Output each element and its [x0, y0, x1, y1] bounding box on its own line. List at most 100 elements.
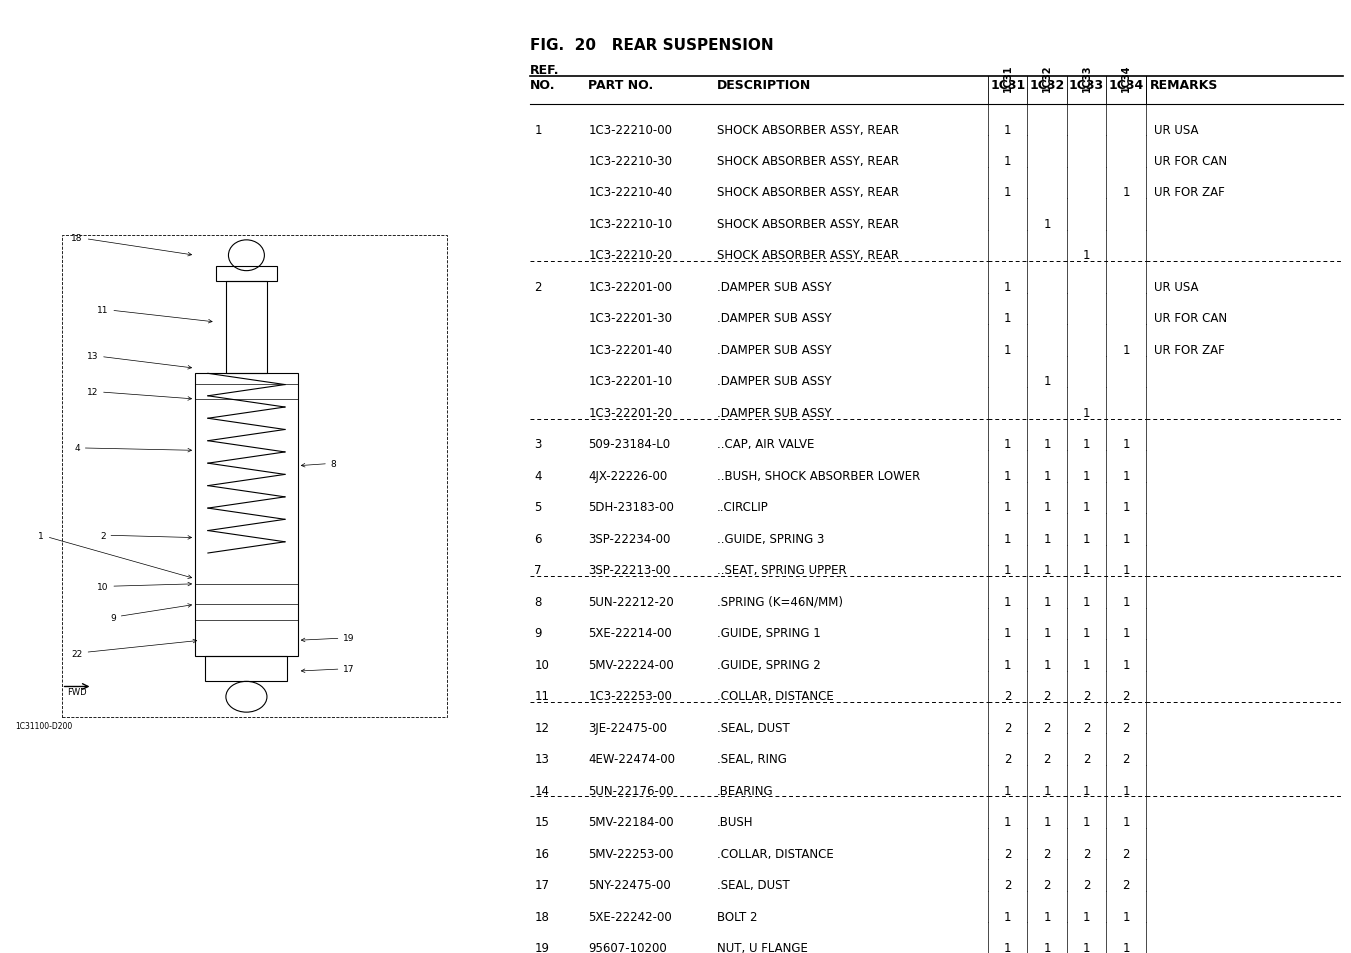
- Text: 5DH-23183-00: 5DH-23183-00: [589, 500, 674, 514]
- Text: 5NY-22475-00: 5NY-22475-00: [589, 878, 671, 891]
- Text: 1: 1: [1004, 154, 1012, 168]
- Text: 5UN-22176-00: 5UN-22176-00: [589, 783, 674, 797]
- Text: UR FOR ZAF: UR FOR ZAF: [1154, 343, 1225, 356]
- Text: 1C34: 1C34: [1108, 79, 1143, 92]
- Text: UR FOR CAN: UR FOR CAN: [1154, 154, 1227, 168]
- Text: 1: 1: [1123, 532, 1129, 545]
- Text: 1C3-22210-00: 1C3-22210-00: [589, 123, 673, 136]
- Text: UR USA: UR USA: [1154, 280, 1198, 294]
- Text: 2: 2: [1082, 752, 1090, 765]
- Text: 2: 2: [1123, 720, 1129, 734]
- Text: 4JX-22226-00: 4JX-22226-00: [589, 469, 667, 482]
- Text: 1: 1: [1082, 783, 1090, 797]
- Text: 9: 9: [109, 604, 192, 622]
- Bar: [195, 374, 297, 656]
- Text: 2: 2: [535, 280, 542, 294]
- Text: 2: 2: [1123, 878, 1129, 891]
- Text: 17: 17: [301, 664, 355, 674]
- Text: 1: 1: [1004, 658, 1012, 671]
- Text: 19: 19: [535, 941, 550, 953]
- Text: 1: 1: [1004, 186, 1012, 199]
- Text: 1: 1: [1043, 375, 1051, 388]
- Text: .COLLAR, DISTANCE: .COLLAR, DISTANCE: [716, 846, 834, 860]
- Text: 1: 1: [1043, 595, 1051, 608]
- Text: 2: 2: [100, 531, 192, 540]
- Text: 1: 1: [1004, 437, 1012, 451]
- Text: 2: 2: [1043, 689, 1051, 702]
- Text: 1C31: 1C31: [990, 79, 1025, 92]
- Text: 1: 1: [1004, 626, 1012, 639]
- Text: 1: 1: [1004, 500, 1012, 514]
- Text: ..BUSH, SHOCK ABSORBER LOWER: ..BUSH, SHOCK ABSORBER LOWER: [716, 469, 920, 482]
- Text: 6: 6: [535, 532, 542, 545]
- Text: 1C3-22253-00: 1C3-22253-00: [589, 689, 673, 702]
- Text: 5XE-22214-00: 5XE-22214-00: [589, 626, 673, 639]
- Text: SHOCK ABSORBER ASSY, REAR: SHOCK ABSORBER ASSY, REAR: [716, 249, 898, 262]
- Text: 95607-10200: 95607-10200: [589, 941, 667, 953]
- Text: 1: 1: [1082, 909, 1090, 923]
- Text: 1: 1: [1004, 783, 1012, 797]
- Text: .GUIDE, SPRING 2: .GUIDE, SPRING 2: [716, 658, 820, 671]
- Text: 19: 19: [301, 634, 355, 642]
- Text: 5XE-22242-00: 5XE-22242-00: [589, 909, 673, 923]
- Text: 12: 12: [86, 388, 192, 401]
- Text: 2: 2: [1004, 720, 1012, 734]
- Text: 1C3-22201-20: 1C3-22201-20: [589, 406, 673, 419]
- Text: 1: 1: [1082, 941, 1090, 953]
- Text: 1: 1: [1004, 312, 1012, 325]
- Text: 16: 16: [535, 846, 550, 860]
- Text: 10: 10: [535, 658, 550, 671]
- Text: 1C31100-D200: 1C31100-D200: [15, 720, 73, 730]
- Text: ..GUIDE, SPRING 3: ..GUIDE, SPRING 3: [716, 532, 824, 545]
- Bar: [205, 656, 288, 681]
- Text: 3: 3: [535, 437, 542, 451]
- Text: 1: 1: [1082, 815, 1090, 828]
- Text: 1C3-22210-20: 1C3-22210-20: [589, 249, 673, 262]
- Text: 1: 1: [1082, 406, 1090, 419]
- Text: 1: 1: [1043, 941, 1051, 953]
- Text: .SEAL, DUST: .SEAL, DUST: [716, 720, 789, 734]
- Text: 22: 22: [72, 639, 197, 658]
- Text: .DAMPER SUB ASSY: .DAMPER SUB ASSY: [716, 375, 831, 388]
- Text: 2: 2: [1082, 720, 1090, 734]
- Text: 1C31: 1C31: [1002, 65, 1013, 92]
- Text: 2: 2: [1043, 846, 1051, 860]
- Text: SHOCK ABSORBER ASSY, REAR: SHOCK ABSORBER ASSY, REAR: [716, 154, 898, 168]
- Text: 11: 11: [97, 305, 212, 324]
- Text: 1C33: 1C33: [1082, 65, 1092, 92]
- Text: 11: 11: [535, 689, 550, 702]
- Text: 1: 1: [1082, 532, 1090, 545]
- Text: 18: 18: [535, 909, 550, 923]
- Text: .DAMPER SUB ASSY: .DAMPER SUB ASSY: [716, 343, 831, 356]
- Text: 1: 1: [1123, 437, 1129, 451]
- Text: 1: 1: [1004, 343, 1012, 356]
- Text: 1: 1: [1004, 469, 1012, 482]
- Text: 2: 2: [1043, 752, 1051, 765]
- Text: FIG.  20   REAR SUSPENSION: FIG. 20 REAR SUSPENSION: [530, 38, 774, 53]
- Text: 4: 4: [74, 444, 192, 453]
- Text: ..CAP, AIR VALVE: ..CAP, AIR VALVE: [716, 437, 813, 451]
- Text: 1: 1: [1123, 783, 1129, 797]
- Text: UR USA: UR USA: [1154, 123, 1198, 136]
- Text: .SPRING (K=46N/MM): .SPRING (K=46N/MM): [716, 595, 843, 608]
- Text: 1: 1: [1123, 909, 1129, 923]
- Text: 1C3-22210-10: 1C3-22210-10: [589, 217, 673, 231]
- Text: .SEAL, RING: .SEAL, RING: [716, 752, 786, 765]
- Text: 17: 17: [535, 878, 550, 891]
- Text: 1: 1: [1004, 815, 1012, 828]
- Text: 1C32: 1C32: [1029, 79, 1065, 92]
- Text: 1: 1: [1123, 626, 1129, 639]
- Text: NUT, U FLANGE: NUT, U FLANGE: [716, 941, 808, 953]
- Text: .BEARING: .BEARING: [716, 783, 773, 797]
- Text: 14: 14: [535, 783, 550, 797]
- Text: 1: 1: [1082, 658, 1090, 671]
- Text: 8: 8: [535, 595, 542, 608]
- Bar: [226, 282, 267, 374]
- Text: 1C3-22201-10: 1C3-22201-10: [589, 375, 673, 388]
- Text: .DAMPER SUB ASSY: .DAMPER SUB ASSY: [716, 406, 831, 419]
- Text: .COLLAR, DISTANCE: .COLLAR, DISTANCE: [716, 689, 834, 702]
- Text: 1: 1: [1082, 469, 1090, 482]
- Text: 5MV-22253-00: 5MV-22253-00: [589, 846, 674, 860]
- Text: 10: 10: [97, 582, 192, 591]
- Text: 1: 1: [1123, 595, 1129, 608]
